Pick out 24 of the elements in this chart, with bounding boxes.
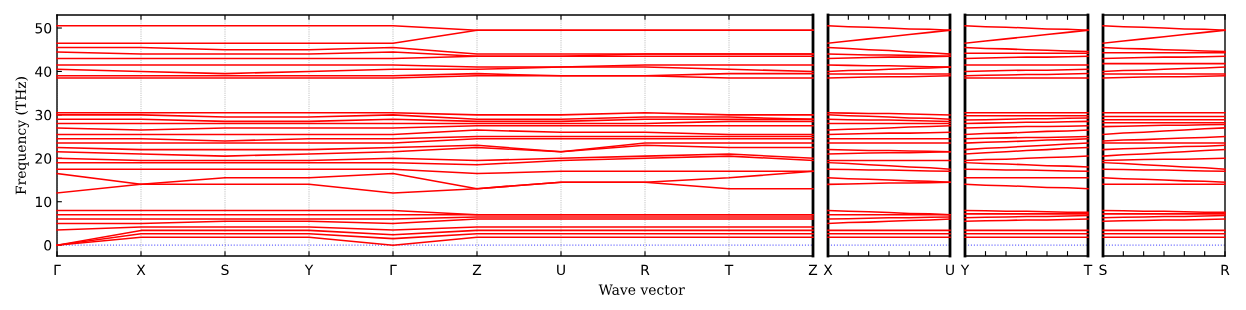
x-tick-label: Z xyxy=(472,264,482,275)
x-tick-label: T xyxy=(724,264,734,275)
x-tick-label: Γ xyxy=(390,264,397,275)
x-tick-label: R xyxy=(641,264,650,275)
y-axis-title: Frequency (THz) xyxy=(15,77,29,195)
x-tick-label: Z xyxy=(808,264,818,275)
x-tick-label: T xyxy=(1083,264,1093,275)
y-tick-label: 40 xyxy=(35,66,52,77)
x-tick-label: U xyxy=(946,264,954,276)
x-tick-label: Y xyxy=(304,264,314,275)
x-tick-label: S xyxy=(221,264,229,276)
y-tick-label: 0 xyxy=(44,240,52,251)
x-tick-label: X xyxy=(136,264,146,275)
x-tick-label: Y xyxy=(960,264,970,275)
y-tick-label: 10 xyxy=(35,196,52,208)
x-tick-label: U xyxy=(557,264,565,276)
x-axis-title: Wave vector xyxy=(598,284,685,295)
y-tick-label: 20 xyxy=(35,153,52,164)
y-tick-label: 50 xyxy=(35,23,52,34)
x-tick-label: X xyxy=(823,264,833,275)
x-tick-label: S xyxy=(1099,264,1107,276)
y-tick-label: 30 xyxy=(35,109,52,121)
x-tick-label: Γ xyxy=(54,264,61,275)
x-tick-label: R xyxy=(1221,264,1230,275)
